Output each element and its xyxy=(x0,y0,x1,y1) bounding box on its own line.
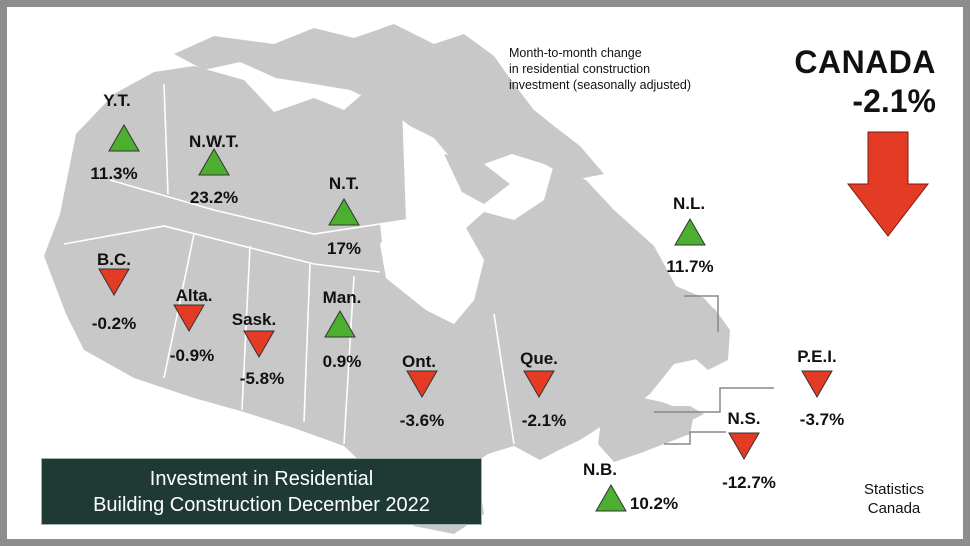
source-line: Canada xyxy=(867,500,921,517)
region-value: -3.6% xyxy=(399,411,445,430)
down-triangle-icon xyxy=(406,370,438,399)
region-value: -2.1% xyxy=(521,411,567,430)
down-triangle-icon xyxy=(243,330,275,359)
infographic-title: Investment in Residential Building Const… xyxy=(41,458,482,525)
infographic-canvas: Month-to-month change in residential con… xyxy=(14,14,963,539)
national-summary: CANADA -2.1% xyxy=(794,44,936,120)
down-triangle-icon xyxy=(523,370,555,399)
region-value: 11.3% xyxy=(90,164,138,183)
connector-lines xyxy=(654,295,774,445)
source-credit: Statistics Canada xyxy=(864,480,924,518)
mainland-landmass xyxy=(44,66,718,534)
newfoundland-island xyxy=(690,308,730,370)
region-value: -3.7% xyxy=(799,410,845,429)
up-triangle-icon xyxy=(674,217,706,246)
hudson-bay xyxy=(380,220,484,324)
region-value: -0.9% xyxy=(169,346,215,365)
source-line: Statistics xyxy=(864,481,925,498)
region-name: Ont. xyxy=(402,352,436,371)
down-triangle-icon xyxy=(98,268,130,297)
subtitle-line: investment (seasonally adjusted) xyxy=(509,78,692,92)
up-triangle-icon xyxy=(324,309,356,338)
subtitle-line: in residential construction xyxy=(509,62,651,76)
national-down-arrow-icon xyxy=(846,131,930,237)
title-line: Building Construction December 2022 xyxy=(93,494,430,516)
region-name: Alta. xyxy=(175,286,213,305)
region-name: N.B. xyxy=(583,460,617,479)
subtitle-line: Month-to-month change xyxy=(509,46,642,60)
region-name: Y.T. xyxy=(103,91,131,110)
up-triangle-icon xyxy=(198,147,230,176)
region-value: 0.9% xyxy=(322,352,362,371)
region-name: N.S. xyxy=(727,409,761,428)
region-value: -12.7% xyxy=(722,473,776,492)
title-line: Investment in Residential xyxy=(149,468,374,490)
up-triangle-icon xyxy=(595,483,627,512)
arctic-islands xyxy=(174,24,604,180)
region-value: -5.8% xyxy=(239,369,285,388)
region-value: 23.2% xyxy=(189,188,239,207)
down-triangle-icon xyxy=(801,370,833,399)
region-value: 11.7% xyxy=(666,257,714,276)
region-name: Man. xyxy=(322,288,362,307)
region-name: B.C. xyxy=(97,250,131,269)
region-value: -0.2% xyxy=(91,314,137,333)
region-value: 17% xyxy=(326,239,362,258)
region-name: N.L. xyxy=(672,194,706,213)
chart-subtitle: Month-to-month change in residential con… xyxy=(509,45,739,93)
down-triangle-icon xyxy=(173,304,205,333)
up-triangle-icon xyxy=(328,197,360,226)
region-name: Sask. xyxy=(231,310,277,329)
region-name: P.E.I. xyxy=(797,347,837,366)
region-name: N.W.T. xyxy=(188,132,240,151)
region-name: Que. xyxy=(520,349,558,368)
national-value: -2.1% xyxy=(852,83,936,119)
region-value: 10.2% xyxy=(629,494,679,513)
region-name: N.T. xyxy=(328,174,360,193)
up-triangle-icon xyxy=(108,123,140,152)
down-triangle-icon xyxy=(728,432,760,461)
national-label: CANADA xyxy=(794,44,936,80)
